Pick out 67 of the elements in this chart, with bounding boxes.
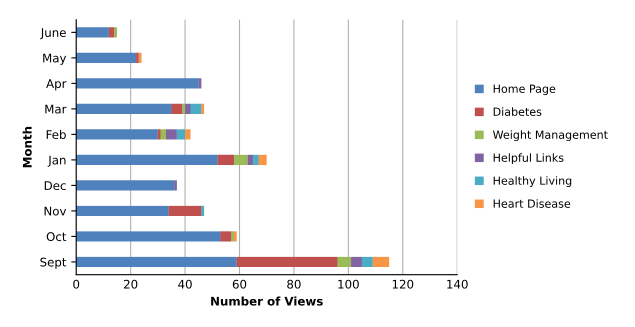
bar: [166, 129, 177, 140]
y-axis-title: Month: [22, 126, 32, 168]
bar: [76, 206, 169, 216]
bar: [248, 154, 254, 166]
bar: [234, 231, 237, 242]
bar: [114, 27, 118, 38]
legend-label: Weight Management: [492, 130, 608, 142]
x-tick-label: 0: [73, 280, 80, 289]
bar: [201, 104, 204, 114]
x-tick-label: 80: [287, 280, 301, 289]
bar: [76, 129, 158, 140]
legend-label: Heart Disease: [494, 199, 570, 208]
y-tick-label: June: [40, 28, 66, 40]
y-tick-label: Jan: [48, 156, 66, 167]
bar: [182, 104, 186, 114]
y-tick-label: Nov: [44, 206, 66, 216]
legend-label: Helpful Links: [494, 153, 564, 164]
bar: [171, 104, 182, 114]
bar: [218, 154, 234, 166]
bar: [136, 52, 139, 63]
bar: [76, 231, 220, 242]
bar: [231, 231, 234, 242]
bar: [220, 231, 232, 242]
bar: [174, 180, 177, 191]
bar: [190, 104, 202, 114]
bar: [362, 256, 373, 268]
bar: [76, 52, 136, 63]
bar: [253, 154, 259, 166]
bar: [76, 27, 109, 38]
legend-label: Diabetes: [494, 107, 542, 116]
x-tick-label: 20: [124, 280, 138, 289]
legend-label: Home Page: [494, 84, 556, 96]
x-tick-label: 60: [232, 280, 246, 289]
bar: [351, 256, 362, 268]
x-tick-label: 100: [338, 280, 359, 289]
y-tick-label: Sept: [40, 258, 66, 269]
y-tick-label: Mar: [45, 104, 66, 114]
bar: [76, 180, 174, 191]
bar: [185, 129, 190, 140]
bar: [372, 256, 390, 268]
y-tick-label: Feb: [46, 130, 66, 140]
bar: [234, 154, 248, 166]
x-tick-label: 140: [447, 280, 468, 289]
y-tick-label: May: [43, 54, 66, 65]
bar: [158, 129, 161, 140]
bar: [185, 104, 190, 114]
y-tick-label: Dec: [44, 181, 66, 190]
bar: [236, 256, 338, 268]
legend-label: Healthy Living: [494, 176, 572, 187]
bar: [201, 206, 204, 216]
y-tick-label: Apr: [46, 79, 66, 90]
bar: [138, 52, 142, 63]
x-tick-label: 120: [392, 280, 414, 289]
x-tick-label: 40: [178, 280, 192, 289]
bar: [160, 129, 166, 140]
bar: [76, 154, 218, 166]
bar: [76, 78, 199, 88]
bar: [108, 27, 114, 38]
bar: [76, 104, 172, 114]
bar: [168, 206, 202, 216]
bar: [337, 256, 352, 268]
bar: [258, 154, 267, 166]
y-tick-label: Oct: [46, 232, 66, 242]
x-axis-title: Number of Views: [211, 296, 323, 306]
bar: [176, 129, 186, 140]
bar: [76, 256, 237, 268]
bar: [198, 78, 202, 88]
